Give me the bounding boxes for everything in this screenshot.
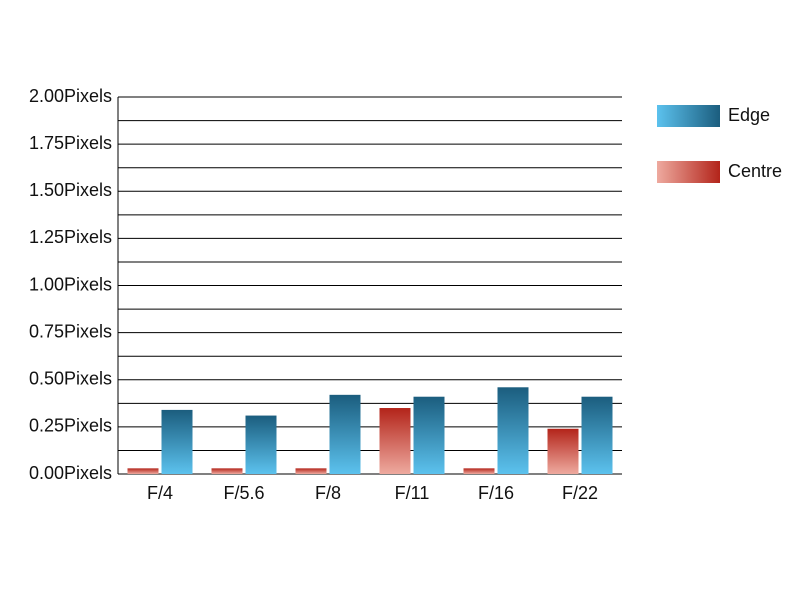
x-tick-label: F/4 <box>147 483 173 503</box>
y-tick-label: 0.50Pixels <box>29 369 112 389</box>
y-tick-label: 1.00Pixels <box>29 274 112 294</box>
x-tick-label: F/11 <box>395 483 430 503</box>
bar <box>127 468 159 474</box>
legend-swatch <box>657 161 720 183</box>
y-tick-label: 1.50Pixels <box>29 180 112 200</box>
bar <box>379 408 411 474</box>
x-tick-label: F/22 <box>562 483 598 503</box>
bar <box>295 468 327 474</box>
bar <box>329 394 361 474</box>
bar <box>547 428 579 474</box>
y-tick-label: 0.75Pixels <box>29 321 112 341</box>
bar <box>245 415 277 474</box>
bar <box>161 409 193 474</box>
bar <box>497 387 529 474</box>
bar <box>581 396 613 474</box>
bar <box>413 396 445 474</box>
y-tick-label: 0.25Pixels <box>29 416 112 436</box>
legend-swatch <box>657 105 720 127</box>
y-tick-label: 2.00Pixels <box>29 86 112 106</box>
bar <box>463 468 495 474</box>
y-tick-label: 0.00Pixels <box>29 463 112 483</box>
legend-label: Edge <box>728 105 770 125</box>
legend-label: Centre <box>728 161 782 181</box>
x-tick-label: F/8 <box>315 483 341 503</box>
x-tick-label: F/5.6 <box>223 483 264 503</box>
bar <box>211 468 243 474</box>
x-tick-label: F/16 <box>478 483 514 503</box>
y-tick-label: 1.25Pixels <box>29 227 112 247</box>
y-tick-label: 1.75Pixels <box>29 133 112 153</box>
